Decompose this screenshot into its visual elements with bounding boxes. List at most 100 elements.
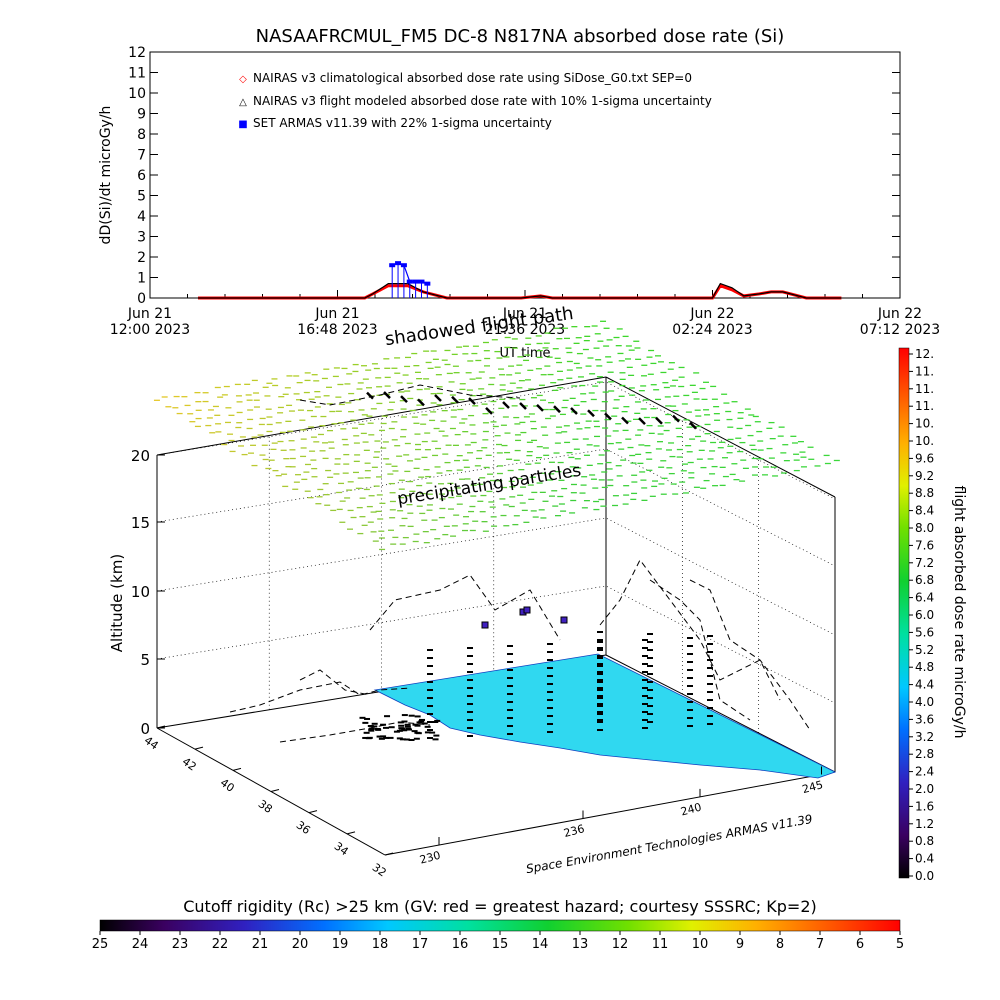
flight-track	[689, 579, 811, 731]
altitude-tick-label: 0	[140, 720, 150, 738]
y-tick-label: 0	[137, 291, 146, 307]
cutoff-tick-label: 25	[92, 937, 109, 952]
latitude-tick-label: 40	[218, 776, 237, 795]
latitude-tick	[384, 852, 394, 856]
legend-symbol-red: ◇	[239, 74, 247, 85]
cutoff-tick-label: 19	[332, 937, 349, 952]
cutoff-tick-label: 14	[532, 937, 549, 952]
colorbar-tick-label: 11.	[915, 382, 934, 396]
longitude-tick-label: 245	[801, 778, 825, 796]
altitude-tick-label: 15	[131, 514, 150, 532]
colorbar-tick-label: 9.6	[915, 451, 934, 465]
colorbar-tick-label: 12.	[915, 347, 934, 361]
latitude-tick	[232, 767, 242, 771]
cutoff-rigidity-ticks: 25 24 23 22 21 20 19 18 17 16 15 14 13 12 11 10 9 8 7 6 5	[92, 931, 904, 952]
legend-label-black: NAIRAS v3 flight modeled absorbed dose r…	[253, 94, 712, 108]
shadow-mark	[655, 416, 663, 425]
cutoff-tick-label: 9	[736, 937, 744, 952]
colorbar-tick-label: 11.	[915, 399, 934, 413]
longitude-tick-label: 240	[679, 801, 703, 819]
dose-marker	[523, 606, 531, 614]
cutoff-tick-label: 22	[212, 937, 229, 952]
flight-tracks	[229, 384, 811, 743]
x-tick-label-time: 07:12 2023	[860, 322, 940, 338]
y-tick-label: 5	[137, 189, 146, 205]
x-tick-label-time: 21:36 2023	[485, 322, 565, 338]
latitude-tick	[156, 725, 166, 729]
legend-symbol-blue: ■	[238, 119, 247, 130]
colorbar-tick-label: 8.4	[915, 504, 934, 518]
cutoff-tick-label: 8	[776, 937, 784, 952]
cutoff-tick-label: 11	[652, 937, 669, 952]
longitude-ticks: 230 236 240 245	[418, 766, 825, 867]
flight-track	[299, 384, 521, 406]
colorbar-tick-label: 6.0	[915, 608, 934, 622]
colorbar-tick-label: 10.	[915, 434, 934, 448]
cutoff-tick-label: 23	[172, 937, 189, 952]
colorbar-tick-label: 8.0	[915, 521, 934, 535]
shadow-mark	[502, 401, 510, 409]
shadow-mark	[587, 409, 595, 418]
x-tick-label-time: 02:24 2023	[672, 322, 752, 338]
cutoff-tick-label: 24	[132, 937, 149, 952]
longitude-tick-label: 236	[562, 822, 586, 840]
legend: ◇ NAIRAS v3 climatological absorbed dose…	[238, 71, 712, 130]
cutoff-rigidity-title: Cutoff rigidity (Rc) >25 km (GV: red = g…	[183, 897, 817, 916]
altitude-tick-label: 5	[140, 651, 150, 669]
colorbar-tick-label: 10.	[915, 417, 934, 431]
cutoff-tick-label: 5	[896, 937, 904, 952]
precipitating-particles-cloud	[153, 320, 840, 551]
top-plot-frame	[149, 51, 901, 299]
colorbar-tick-label: 7.6	[915, 538, 934, 552]
latitude-tick	[270, 789, 280, 792]
dose-colorbar-label: flight absorbed dose rate microGy/h	[951, 486, 967, 739]
altitude-axis-label: Altitude (km)	[108, 554, 126, 652]
shadow-mark	[553, 405, 561, 414]
flight-track	[229, 681, 411, 713]
chart-title: NASAAFRCMUL_FM5 DC-8 N817NA absorbed dos…	[256, 26, 785, 47]
dose-marker	[481, 621, 489, 629]
dose-colorbar-ticks: 0.0 0.4 0.8 1.2 1.6 2.0 2.4 2.8 3.2 3.6 4.0 4.4 4.8 5…	[909, 347, 934, 883]
legend-symbol-black: △	[239, 97, 247, 108]
shadow-mark	[689, 421, 697, 430]
latitude-tick-label: 38	[256, 797, 275, 816]
latitude-tick-label: 36	[294, 818, 313, 837]
latitude-tick	[194, 746, 204, 750]
colorbar-tick-label: 11.	[915, 364, 934, 378]
altitude-tick-label: 10	[131, 583, 150, 601]
shadow-mark	[672, 414, 680, 423]
cutoff-tick-label: 16	[452, 937, 469, 952]
colorbar-tick-label: 2.8	[915, 747, 934, 761]
latitude-tick-label: 34	[332, 840, 351, 859]
y-tick-label: 11	[128, 66, 146, 82]
cutoff-tick-label: 12	[612, 937, 629, 952]
chart-series	[198, 261, 842, 300]
x-tick-label-date: Jun 22	[877, 306, 922, 322]
shadow-mark	[451, 395, 459, 404]
dose-marker	[560, 616, 568, 624]
shadow-mark	[485, 406, 493, 415]
flight-track	[369, 574, 561, 641]
cutoff-tick-label: 20	[292, 937, 309, 952]
altitude-tick-label: 20	[131, 447, 150, 465]
altitude-ticks: 0 5 10 15 20	[131, 447, 165, 738]
series-line-1	[198, 282, 842, 299]
legend-label-blue: SET ARMAS v11.39 with 22% 1-sigma uncert…	[253, 116, 552, 130]
colorbar-tick-label: 1.6	[915, 799, 934, 813]
colorbar-tick-label: 2.4	[915, 765, 934, 779]
y-tick-label: 1	[137, 271, 146, 287]
shadow-mark	[366, 391, 374, 400]
y-tick-label: 8	[137, 127, 146, 143]
cutoff-tick-label: 17	[412, 937, 429, 952]
shadow-mark	[417, 398, 425, 407]
colorbar-tick-label: 7.2	[915, 556, 934, 570]
colorbar-tick-label: 4.8	[915, 660, 934, 674]
grid-altitude-line	[156, 517, 836, 636]
colorbar-tick-label: 4.0	[915, 695, 934, 709]
box-frame	[156, 376, 836, 856]
colorbar-tick-label: 3.2	[915, 730, 934, 744]
colorbar-tick-label: 5.6	[915, 625, 934, 639]
